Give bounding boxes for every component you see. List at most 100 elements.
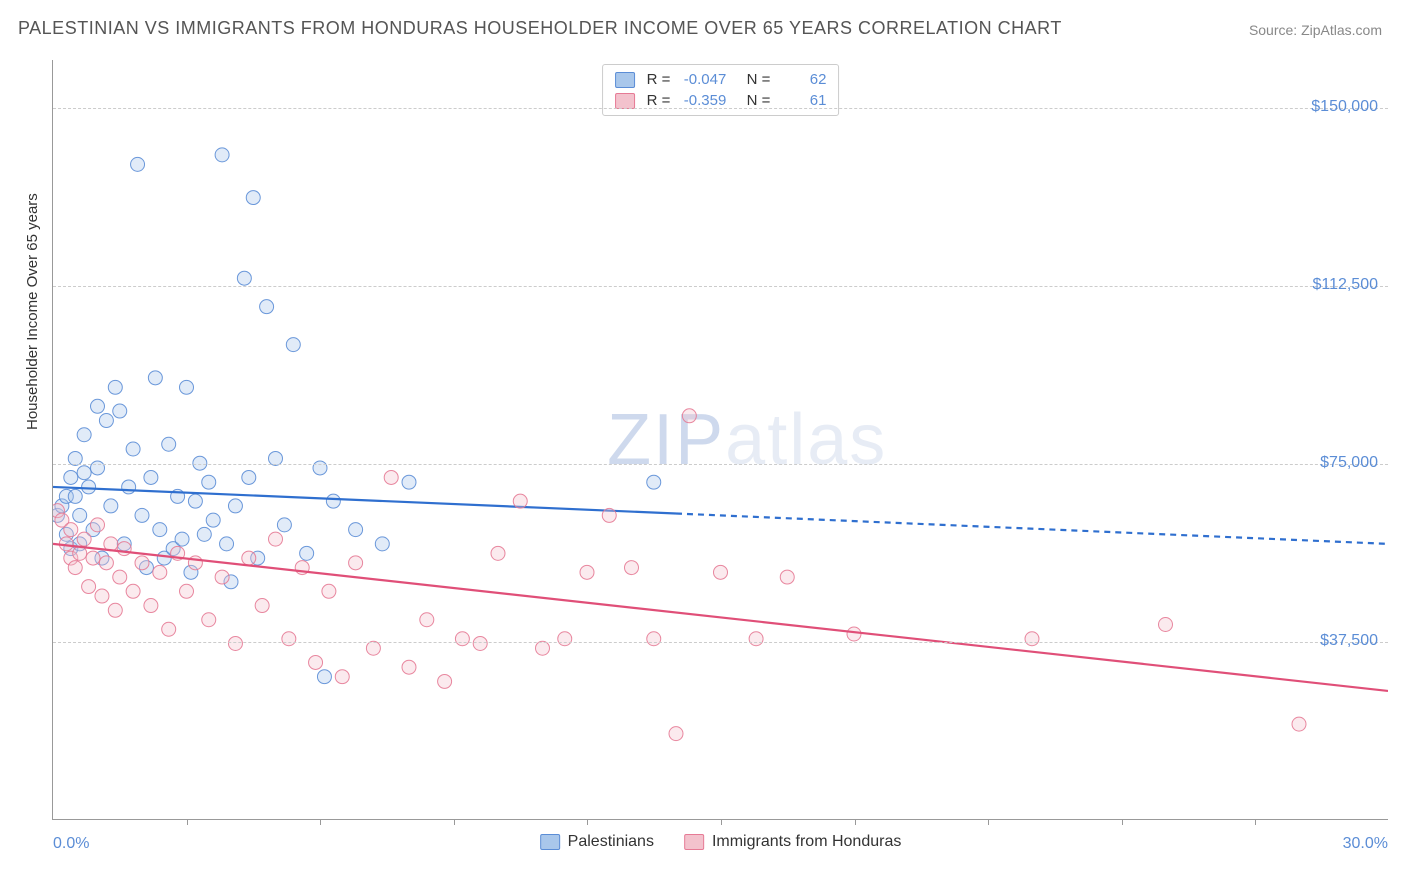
data-point xyxy=(95,589,109,603)
n-value-honduras: 61 xyxy=(776,92,826,109)
legend-item-honduras: Immigrants from Honduras xyxy=(684,833,901,851)
data-point xyxy=(91,399,105,413)
data-point xyxy=(82,480,96,494)
data-point xyxy=(220,537,234,551)
gridline xyxy=(53,108,1388,109)
x-tick xyxy=(721,819,722,825)
data-point xyxy=(1159,618,1173,632)
data-point xyxy=(242,551,256,565)
legend-label-palestinians: Palestinians xyxy=(568,833,654,851)
data-point xyxy=(558,632,572,646)
data-point xyxy=(73,546,87,560)
source-attribution: Source: ZipAtlas.com xyxy=(1249,22,1382,38)
data-point xyxy=(126,442,140,456)
data-point xyxy=(269,532,283,546)
data-point xyxy=(202,613,216,627)
plot-svg xyxy=(53,60,1388,819)
correlation-row-palestinians: R = -0.047 N = 62 xyxy=(615,69,827,90)
data-point xyxy=(117,542,131,556)
data-point xyxy=(91,518,105,532)
data-point xyxy=(122,480,136,494)
y-tick-label: $37,500 xyxy=(1320,632,1378,650)
data-point xyxy=(113,570,127,584)
data-point xyxy=(455,632,469,646)
data-point xyxy=(135,556,149,570)
data-point xyxy=(780,570,794,584)
data-point xyxy=(228,636,242,650)
data-point xyxy=(317,670,331,684)
data-point xyxy=(255,599,269,613)
data-point xyxy=(108,603,122,617)
data-point xyxy=(402,660,416,674)
swatch-honduras xyxy=(615,93,635,109)
x-tick xyxy=(587,819,588,825)
legend-item-palestinians: Palestinians xyxy=(540,833,654,851)
data-point xyxy=(349,556,363,570)
gridline xyxy=(53,642,1388,643)
x-tick xyxy=(855,819,856,825)
x-tick xyxy=(320,819,321,825)
data-point xyxy=(420,613,434,627)
data-point xyxy=(202,475,216,489)
data-point xyxy=(180,584,194,598)
data-point xyxy=(647,475,661,489)
data-point xyxy=(669,727,683,741)
data-point xyxy=(99,556,113,570)
data-point xyxy=(647,632,661,646)
gridline xyxy=(53,286,1388,287)
data-point xyxy=(64,523,78,537)
data-point xyxy=(277,518,291,532)
data-point xyxy=(131,157,145,171)
r-value-palestinians: -0.047 xyxy=(676,71,726,88)
data-point xyxy=(215,148,229,162)
data-point xyxy=(215,570,229,584)
data-point xyxy=(375,537,389,551)
data-point xyxy=(175,532,189,546)
data-point xyxy=(73,508,87,522)
x-axis-min-label: 0.0% xyxy=(53,835,89,853)
data-point xyxy=(82,580,96,594)
x-tick xyxy=(988,819,989,825)
data-point xyxy=(108,380,122,394)
data-point xyxy=(162,437,176,451)
n-value-palestinians: 62 xyxy=(776,71,826,88)
data-point xyxy=(86,551,100,565)
data-point xyxy=(349,523,363,537)
data-point xyxy=(77,428,91,442)
data-point xyxy=(135,508,149,522)
r-value-honduras: -0.359 xyxy=(676,92,726,109)
data-point xyxy=(322,584,336,598)
data-point xyxy=(402,475,416,489)
data-point xyxy=(335,670,349,684)
data-point xyxy=(126,584,140,598)
data-point xyxy=(384,470,398,484)
chart-plot-area: ZIPatlas R = -0.047 N = 62 R = -0.359 N … xyxy=(52,60,1388,820)
y-tick-label: $75,000 xyxy=(1320,454,1378,472)
data-point xyxy=(180,380,194,394)
data-point xyxy=(286,338,300,352)
data-point xyxy=(113,404,127,418)
data-point xyxy=(77,532,91,546)
data-point xyxy=(148,371,162,385)
data-point xyxy=(68,489,82,503)
data-point xyxy=(68,561,82,575)
data-point xyxy=(473,636,487,650)
data-point xyxy=(64,470,78,484)
data-point xyxy=(153,565,167,579)
y-axis-label: Householder Income Over 65 years xyxy=(24,193,41,430)
x-tick xyxy=(1255,819,1256,825)
gridline xyxy=(53,464,1388,465)
data-point xyxy=(246,191,260,205)
x-tick xyxy=(454,819,455,825)
data-point xyxy=(602,508,616,522)
data-point xyxy=(206,513,220,527)
data-point xyxy=(237,271,251,285)
data-point xyxy=(144,470,158,484)
trend-line-extrapolated xyxy=(676,514,1388,544)
data-point xyxy=(714,565,728,579)
swatch-palestinians-bottom xyxy=(540,834,560,850)
data-point xyxy=(188,494,202,508)
legend-label-honduras: Immigrants from Honduras xyxy=(712,833,901,851)
data-point xyxy=(153,523,167,537)
y-tick-label: $150,000 xyxy=(1311,98,1378,116)
